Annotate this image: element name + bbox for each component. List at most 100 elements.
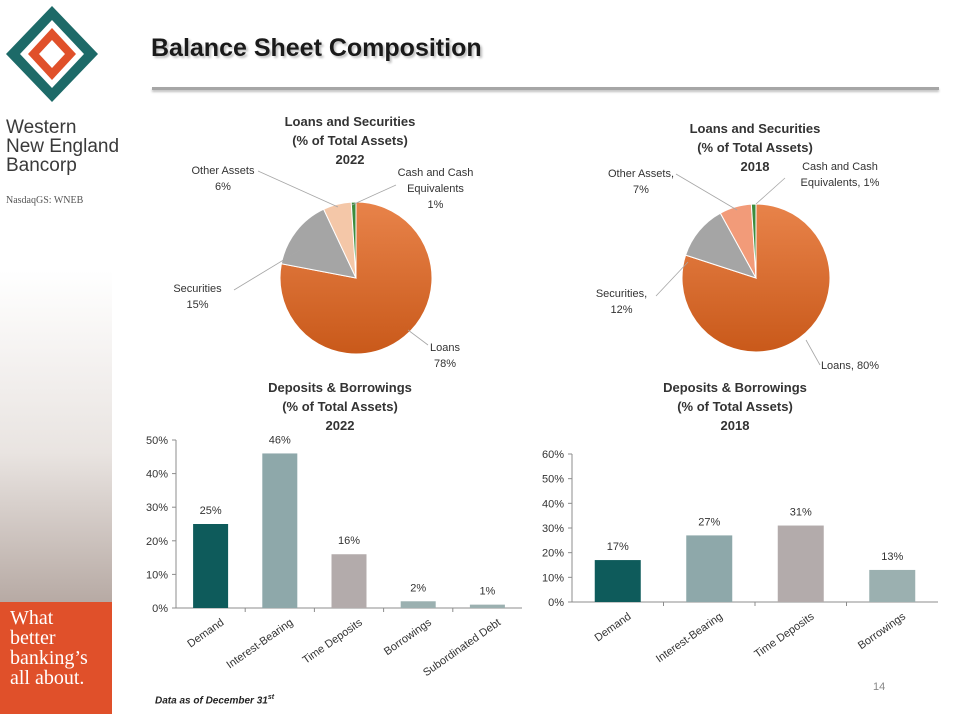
bar-2022-title-line: Deposits & Borrowings	[268, 380, 412, 395]
pie-2022-title-line: (% of Total Assets)	[292, 133, 408, 148]
pie-2018-label-securities: Securities, 12%	[584, 286, 659, 318]
bar-chart-2022-y-tick-label: 10%	[146, 569, 168, 581]
pie-2018-slices	[681, 203, 831, 353]
promo-line-2: better	[10, 627, 56, 649]
bar-chart-2018-y-tick-label: 60%	[542, 449, 564, 461]
data-date-footnote: Data as of December 31st	[155, 694, 274, 706]
bar-2022-title-line: 2022	[325, 418, 355, 433]
bar-2022-title: Deposits & Borrowings (% of Total Assets…	[235, 378, 445, 435]
bar-chart-2018: 0% 10% 20% 30% 40% 50% 60% 17% Demand 27% Interest…	[542, 449, 938, 665]
leader-line	[655, 261, 689, 297]
promo-line-3: banking’s	[10, 647, 88, 669]
pie-2018-title-line: 2018	[740, 159, 770, 174]
bar-chart-2022: 0% 10% 20% 30% 40% 50% 25% Demand 46% Interest-Be…	[146, 434, 522, 679]
leader-line	[233, 249, 301, 291]
pie-2018-title-line: (% of Total Assets)	[697, 140, 813, 155]
bar-chart-2018-category-label: Time Deposits	[752, 610, 817, 660]
bar-2018-title-line: Deposits & Borrowings	[663, 380, 807, 395]
brand-name-line-1: Western	[6, 117, 77, 138]
promo-tagline-box: What better banking’s all about.	[0, 602, 112, 714]
bar-chart-2022-category-label: Borrowings	[382, 616, 434, 658]
bar-chart-2018-value-label: 13%	[881, 551, 903, 563]
label-line: 12%	[610, 304, 633, 316]
bar-chart-2022-category-label: Time Deposits	[301, 616, 366, 666]
bar-chart-2018-y-tick-label: 30%	[542, 523, 564, 535]
pie-2022-title-line: Loans and Securities	[284, 114, 416, 129]
label-line: Cash and Cash	[802, 161, 878, 173]
bar-chart-2018-y-tick-label: 50%	[542, 474, 564, 486]
bar-chart-2022-value-label: 1%	[479, 586, 495, 598]
pie-2018-label-other-assets: Other Assets, 7%	[596, 166, 686, 198]
pie-2022-label-cash: Cash and Cash Equivalents 1%	[388, 165, 483, 213]
bar-chart-2018-y-tick-label: 10%	[542, 572, 564, 584]
label-line: Loans	[430, 342, 460, 354]
pie-2022-slice-loans	[279, 201, 433, 355]
bar-chart-2022-bar-interest-bearing	[262, 453, 298, 608]
promo-line-4: all about.	[10, 667, 85, 689]
leader-line	[755, 177, 786, 205]
pie-2018-label-loans: Loans, 80%	[815, 358, 885, 374]
footnote-text: Data as of December 31	[155, 695, 268, 707]
pie-2018-slice-cash-and-cash-equivalents	[750, 203, 757, 279]
company-logo	[6, 6, 98, 102]
leader-line	[257, 170, 339, 208]
bar-chart-2022-value-label: 16%	[338, 535, 360, 547]
pie-2022-label-securities: Securities 15%	[160, 281, 235, 313]
pie-2022-slices	[279, 201, 433, 355]
pie-2022-title-line: 2022	[335, 152, 365, 167]
pie-2022-label-other-assets: Other Assets 6%	[178, 163, 268, 195]
pie-2022-label-loans: Loans 78%	[420, 340, 470, 372]
slide-title: Balance Sheet Composition	[151, 34, 482, 62]
bar-chart-2018-bar-time-deposits	[777, 525, 824, 602]
bar-chart-2018-bar-demand	[594, 560, 641, 602]
stock-ticker: NasdaqGS: WNEB	[6, 195, 84, 206]
bar-chart-2018-y-tick-label: 0%	[548, 597, 564, 609]
bar-chart-2018-value-label: 27%	[698, 516, 720, 528]
label-line: 7%	[633, 184, 649, 196]
label-line: 1%	[427, 199, 444, 211]
bar-chart-2022-bar-time-deposits	[331, 554, 367, 608]
label-line: Equivalents	[407, 183, 464, 195]
bar-chart-2018-y-tick-label: 20%	[542, 548, 564, 560]
label-line: Equivalents, 1%	[800, 177, 880, 189]
footnote-superscript: st	[267, 694, 275, 701]
bar-chart-2022-category-label: Interest-Bearing	[225, 617, 296, 672]
pie-2018-label-cash: Cash and Cash Equivalents, 1%	[785, 159, 895, 191]
leader-line	[351, 184, 397, 206]
promo-line-1: What	[10, 607, 54, 629]
bar-chart-2022-bar-subordinated-debt	[469, 604, 505, 608]
bar-chart-2022-bar-borrowings	[400, 601, 436, 608]
label-line: Cash and Cash	[397, 167, 474, 179]
bar-chart-2022-bar-demand	[193, 524, 229, 608]
label-line: Securities	[173, 283, 222, 295]
title-underline	[152, 87, 939, 90]
bar-chart-2018-bar-interest-bearing	[686, 535, 733, 602]
bar-chart-2018-category-label: Borrowings	[856, 610, 908, 652]
pie-2022-title: Loans and Securities (% of Total Assets)…	[245, 112, 455, 169]
sidebar-gradient	[0, 270, 112, 602]
bar-chart-2022-y-tick-label: 30%	[146, 502, 168, 514]
bar-chart-2022-y-tick-label: 0%	[152, 603, 168, 615]
bar-chart-2018-value-label: 31%	[790, 507, 812, 519]
bar-chart-2022-y-tick-label: 50%	[146, 435, 168, 447]
brand-name-line-3: Bancorp	[6, 155, 77, 176]
bar-2018-title-line: (% of Total Assets)	[677, 399, 793, 414]
label-line: Securities,	[595, 288, 648, 300]
bar-chart-2022-value-label: 25%	[200, 505, 222, 517]
bar-chart-2022-y-tick-label: 20%	[146, 536, 168, 548]
bar-2022-title-line: (% of Total Assets)	[282, 399, 398, 414]
leader-line	[675, 173, 738, 211]
bar-chart-2022-value-label: 2%	[410, 582, 426, 594]
bar-2018-title-line: 2018	[720, 418, 750, 433]
label-line: 6%	[215, 181, 231, 193]
bar-chart-2022-y-tick-label: 40%	[146, 469, 168, 481]
bar-chart-2022-value-label: 46%	[269, 434, 291, 446]
bar-chart-2018-value-label: 17%	[607, 541, 629, 553]
leader-line	[805, 339, 821, 366]
bar-chart-2018-bar-borrowings	[869, 569, 916, 602]
pie-2018-title: Loans and Securities (% of Total Assets)…	[650, 119, 860, 176]
label-line: 78%	[433, 358, 457, 370]
label-line: Loans, 80%	[820, 360, 880, 372]
bar-chart-2018-category-label: Demand	[593, 611, 634, 645]
